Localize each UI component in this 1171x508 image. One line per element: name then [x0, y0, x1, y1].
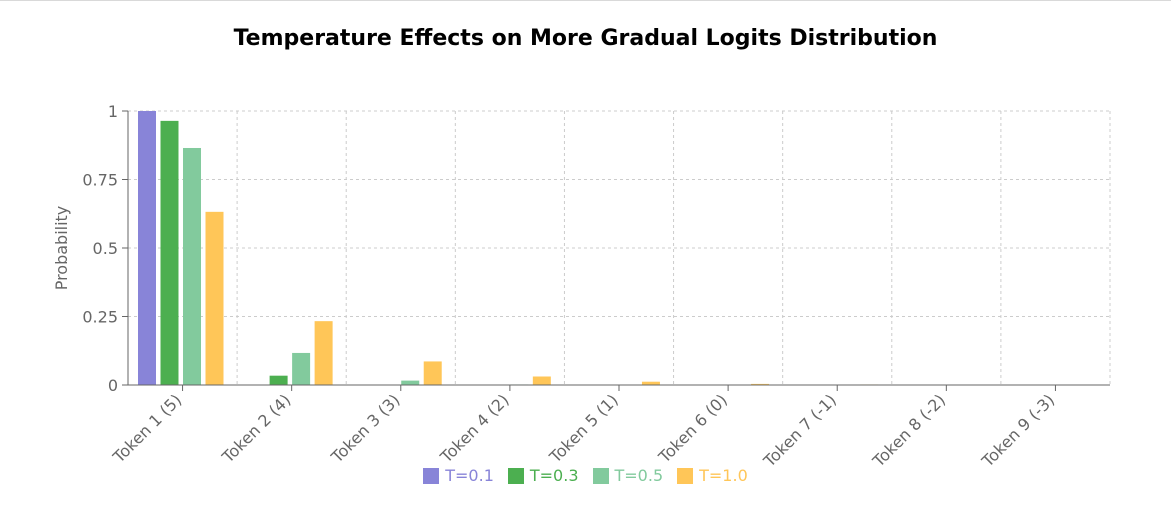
bar [751, 383, 770, 385]
legend-item[interactable]: T=1.0 [677, 466, 748, 485]
x-tick-label: Token 6 (0) [654, 390, 731, 467]
legend-swatch [507, 467, 524, 484]
bar [269, 375, 288, 385]
y-tick-label: 1 [108, 102, 118, 121]
y-tick-label: 0.25 [82, 308, 118, 327]
chart-legend: T=0.1 T=0.3 T=0.5 T=1.0 [0, 466, 1171, 485]
legend-swatch [423, 467, 440, 484]
x-tick-label: Token 7 (-1) [759, 390, 840, 471]
bar [423, 361, 442, 385]
x-tick-label: Token 1 (5) [109, 390, 186, 467]
legend-label: T=0.3 [529, 466, 579, 485]
x-tick-label: Token 2 (4) [218, 390, 295, 467]
y-tick-label: 0 [108, 376, 118, 395]
bar [401, 380, 420, 385]
legend-item[interactable]: T=0.1 [423, 466, 494, 485]
bar [160, 120, 179, 385]
legend-swatch [677, 467, 694, 484]
x-tick-label: Token 9 (-3) [977, 390, 1058, 471]
x-tick-label: Token 3 (3) [327, 390, 404, 467]
legend-item[interactable]: T=0.5 [592, 466, 664, 485]
chart-title: Temperature Effects on More Gradual Logi… [233, 26, 938, 51]
legend-label: T=0.1 [445, 466, 494, 485]
bar [532, 376, 551, 385]
legend-item[interactable]: T=0.3 [507, 466, 579, 485]
legend-label: T=0.5 [614, 466, 664, 485]
x-tick-label: Token 5 (1) [545, 390, 622, 467]
y-axis-label: Probability [52, 206, 71, 291]
top-border [0, 0, 1171, 1]
x-tick-label: Token 4 (2) [436, 390, 513, 467]
bar [641, 381, 660, 385]
bar [314, 321, 333, 385]
legend-label: T=1.0 [699, 466, 748, 485]
bar [138, 111, 156, 385]
bar [205, 211, 224, 385]
y-tick-label: 0.75 [82, 171, 118, 190]
y-tick-label: 0.5 [93, 239, 118, 258]
legend-swatch [592, 467, 609, 484]
x-tick-label: Token 8 (-2) [868, 390, 949, 471]
bar [183, 147, 201, 385]
bar [292, 352, 311, 385]
